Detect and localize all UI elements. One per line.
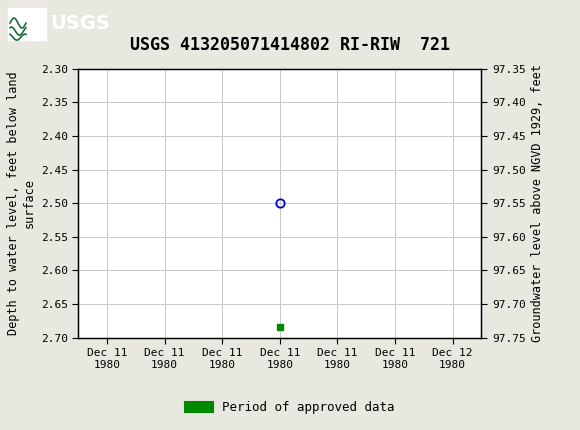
- Y-axis label: Depth to water level, feet below land
surface: Depth to water level, feet below land su…: [8, 71, 35, 335]
- Y-axis label: Groundwater level above NGVD 1929, feet: Groundwater level above NGVD 1929, feet: [531, 64, 544, 342]
- Legend: Period of approved data: Period of approved data: [180, 396, 400, 419]
- Text: USGS: USGS: [50, 14, 110, 33]
- Bar: [8, 8, 46, 40]
- Text: USGS 413205071414802 RI-RIW  721: USGS 413205071414802 RI-RIW 721: [130, 36, 450, 54]
